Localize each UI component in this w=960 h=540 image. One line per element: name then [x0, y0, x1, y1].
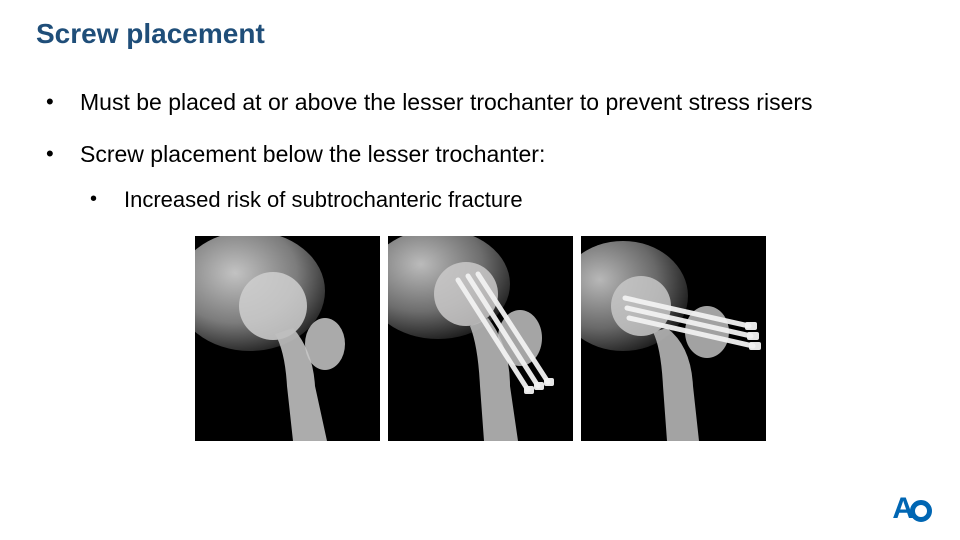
- sub-bullet-item: Increased risk of subtrochanteric fractu…: [80, 186, 924, 215]
- sub-bullet-text: Increased risk of subtrochanteric fractu…: [124, 187, 523, 212]
- xray-image-3: [581, 236, 766, 441]
- bullet-text: Must be placed at or above the lesser tr…: [80, 89, 813, 115]
- ao-logo: A: [892, 492, 932, 526]
- bullet-text: Screw placement below the lesser trochan…: [80, 141, 545, 167]
- xray-image-2: [388, 236, 573, 441]
- logo-letter-o-icon: [910, 500, 932, 522]
- xray-image-1: [195, 236, 380, 441]
- bullet-item: Must be placed at or above the lesser tr…: [36, 88, 924, 118]
- xray-image-row: [36, 236, 924, 441]
- slide-title: Screw placement: [36, 18, 924, 50]
- bullet-item: Screw placement below the lesser trochan…: [36, 140, 924, 214]
